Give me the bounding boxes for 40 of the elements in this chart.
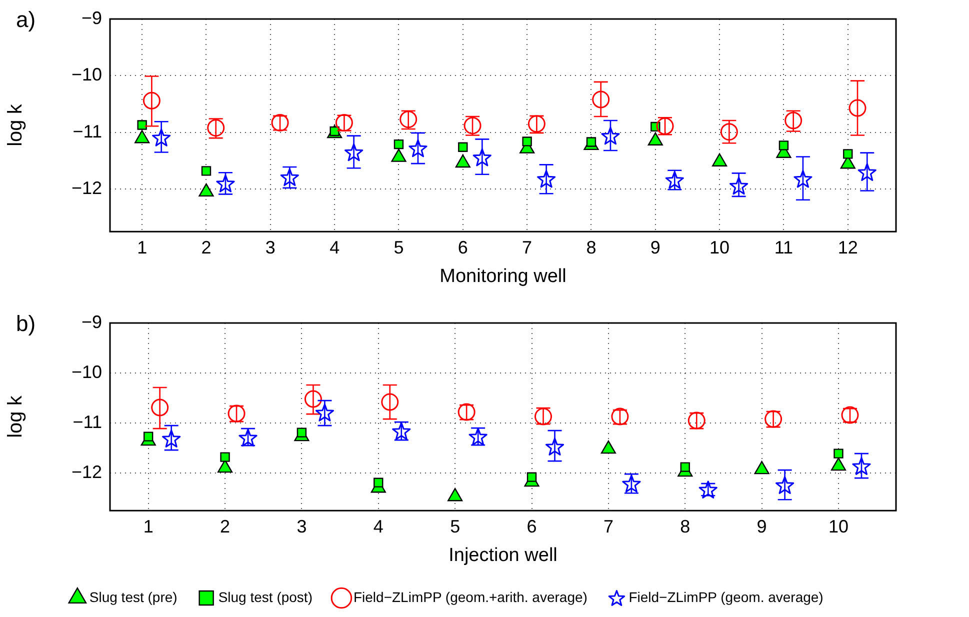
- x-tick-label: 3: [265, 237, 276, 258]
- x-tick-label: 11: [774, 237, 794, 258]
- y-tick-label: −11: [72, 412, 102, 432]
- y-axis-title: log k: [4, 103, 27, 146]
- chart-title: a): [16, 7, 36, 32]
- chart-title: b): [16, 311, 36, 336]
- x-tick-label: 1: [143, 516, 154, 536]
- x-tick-label: 10: [828, 516, 849, 536]
- y-tick-label: −10: [71, 64, 102, 85]
- y-tick-label: −12: [71, 178, 102, 198]
- x-tick-label: 8: [586, 237, 596, 258]
- x-tick-label: 4: [373, 516, 384, 536]
- x-tick-label: 9: [650, 237, 660, 258]
- y-tick-label: −9: [81, 312, 102, 332]
- legend-label: Slug test (pre): [89, 588, 178, 605]
- x-tick-label: 5: [450, 516, 460, 536]
- x-tick-label: 10: [710, 237, 730, 258]
- x-tick-label: 8: [680, 516, 690, 536]
- x-tick-label: 12: [838, 237, 858, 258]
- legend-label: Slug test (post): [218, 588, 312, 605]
- x-tick-label: 7: [603, 516, 614, 536]
- x-tick-label: 7: [522, 237, 532, 258]
- x-tick-label: 3: [296, 516, 307, 536]
- x-tick-label: 1: [137, 237, 148, 258]
- y-tick-label: −12: [71, 462, 102, 482]
- legend-label: Field−ZLimPP (geom. average): [628, 588, 824, 605]
- y-tick-label: −10: [71, 362, 102, 382]
- x-tick-label: 9: [756, 516, 767, 536]
- x-tick-label: 5: [394, 237, 404, 258]
- x-tick-label: 4: [330, 237, 340, 258]
- x-tick-label: 2: [201, 237, 212, 258]
- legend-label: Field−ZLimPP (geom.+arith. average): [353, 588, 588, 605]
- x-tick-label: 6: [458, 237, 468, 258]
- y-axis-title: log k: [4, 394, 27, 438]
- y-tick-label: −11: [72, 121, 102, 142]
- y-tick-label: −9: [81, 8, 102, 28]
- x-axis-title: Injection well: [448, 544, 558, 566]
- x-tick-label: 2: [220, 516, 230, 536]
- x-tick-label: 6: [526, 516, 537, 536]
- x-axis-title: Monitoring well: [440, 266, 566, 287]
